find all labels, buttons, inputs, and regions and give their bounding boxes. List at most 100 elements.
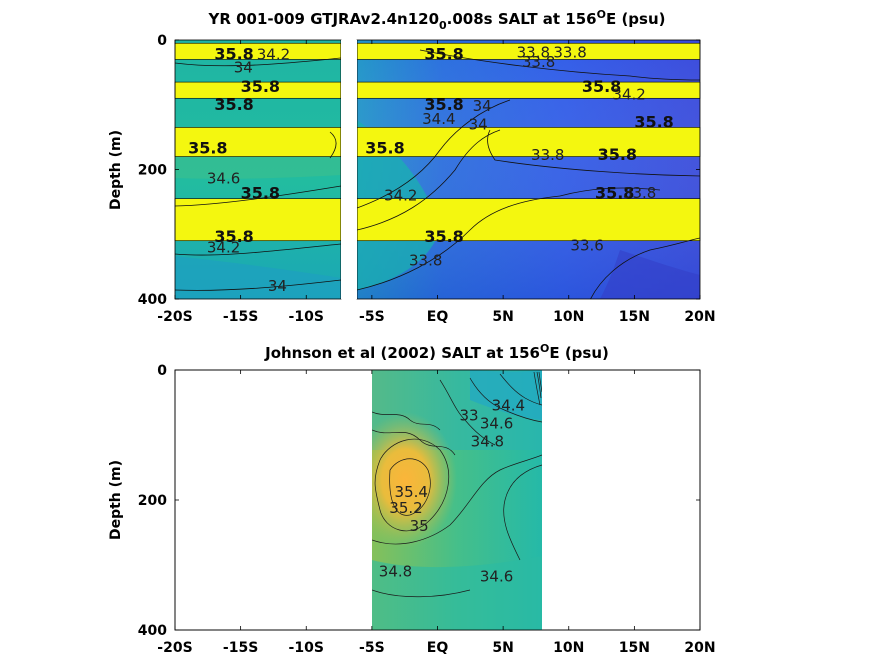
contour-line <box>374 438 450 532</box>
contour-label: 33.8 <box>531 146 564 164</box>
top-contour-lines <box>175 49 700 299</box>
contour-label: 35.8 <box>241 184 280 203</box>
top-contour-labels: 35.8 35.8 35.8 35.8 35.8 35.8 35.8 35.8 35.8 35.8… <box>188 43 674 295</box>
contour-line <box>175 279 341 291</box>
y-tick-label: 0 <box>157 33 167 49</box>
saturated-band <box>356 81 701 99</box>
contour-line <box>372 411 441 431</box>
x-tick-label: 10N <box>553 309 584 325</box>
contour-line <box>357 99 511 209</box>
contour-line <box>590 237 700 299</box>
contour-line <box>175 57 341 67</box>
south-deep-water <box>175 256 341 299</box>
contour-line <box>372 429 456 456</box>
contour-line <box>372 589 471 598</box>
x-tick-label: EQ <box>427 309 449 325</box>
contour-line <box>175 243 341 256</box>
contour-label: 35.8 <box>424 44 463 63</box>
contour-label: 35.8 <box>634 112 673 131</box>
contour-label: 33.8 <box>409 251 442 269</box>
contour-label: 34 <box>268 277 287 295</box>
contour-line <box>175 185 341 207</box>
title-part: Johnson et al (2002) SALT at 156 <box>264 344 540 362</box>
contour-label: 34.4 <box>492 396 525 414</box>
contour-label: 34.6 <box>480 415 513 433</box>
x-tick-label: 20N <box>684 309 715 325</box>
contour-label: 34.6 <box>207 170 240 188</box>
title-part: .008s SALT at 156 <box>447 10 597 28</box>
contour-line <box>469 377 542 423</box>
contour-label: 34.4 <box>422 110 455 128</box>
contour-line <box>536 371 542 399</box>
contour-label: 35.8 <box>365 138 404 157</box>
contour-label: 34.2 <box>384 187 417 205</box>
title-part: O <box>597 8 606 21</box>
contour-label: 35.8 <box>188 138 227 157</box>
contour-label: 35.2 <box>389 499 422 517</box>
data-gap <box>341 40 357 299</box>
contour-label: 35.4 <box>395 483 428 501</box>
bottom-y-axis-label: Depth (m) <box>108 460 124 540</box>
bottom-x-axis: -20S -15S -10S -5S EQ 5N 10N 15N 20N <box>157 370 716 656</box>
contour-label: 34.2 <box>612 86 645 104</box>
contour-label: 35.8 <box>214 44 253 63</box>
contour-label: 34 <box>473 97 492 115</box>
top-panel-title: YR 001-009 GTJRAv2.4n1200.008s SALT at 1… <box>207 8 665 32</box>
title-part: E (psu) <box>606 10 666 28</box>
top-plot-area: 35.8 35.8 35.8 35.8 35.8 35.8 35.8 35.8 35.8 35.8… <box>174 39 701 300</box>
contour-line <box>357 129 501 231</box>
top-y-axis-label: Depth (m) <box>108 130 124 210</box>
y-tick-label: 400 <box>138 292 167 308</box>
title-part: 0 <box>439 19 447 32</box>
contour-label: 35.8 <box>582 77 621 96</box>
contour-label: 33.8 <box>553 43 586 61</box>
x-tick-label: 5N <box>492 640 513 656</box>
x-tick-label: 15N <box>619 640 650 656</box>
x-tick-label: 20N <box>684 640 715 656</box>
contour-label: 35 <box>410 517 429 535</box>
contour-label: 35.8 <box>595 184 634 203</box>
contour-line <box>329 131 337 159</box>
contour-label: 33 <box>459 407 478 425</box>
top-panel: YR 001-009 GTJRAv2.4n1200.008s SALT at 1… <box>108 8 716 325</box>
contour-line <box>503 464 542 561</box>
top-x-axis: -20S -15S -10S -5S EQ 5N 10N 15N 20N <box>157 40 716 325</box>
y-tick-label: 400 <box>138 623 167 639</box>
bottom-y-axis: 0 200 400 <box>138 363 700 639</box>
x-tick-label: -15S <box>223 309 258 325</box>
contour-label: 34.2 <box>257 45 290 63</box>
x-tick-label: EQ <box>427 640 449 656</box>
contour-line <box>559 187 661 197</box>
contour-label: 35.8 <box>424 95 463 114</box>
y-tick-label: 200 <box>138 163 167 179</box>
contour-label: 33.8 <box>517 43 550 61</box>
saturated-band <box>356 198 701 242</box>
contour-line <box>357 195 561 291</box>
bottom-panel: Johnson et al (2002) SALT at 156OE (psu) <box>108 342 716 656</box>
title-part: E (psu) <box>549 344 609 362</box>
obs-fresh-surface <box>470 370 542 420</box>
contour-line <box>538 371 542 393</box>
title-part: YR 001-009 GTJRAv2.4n120 <box>207 10 439 28</box>
contour-label: 34.2 <box>207 238 240 256</box>
contour-label: 34.6 <box>480 567 513 585</box>
x-tick-label: -5S <box>359 309 385 325</box>
title-part: O <box>540 342 549 355</box>
contour-label: 35.8 <box>598 145 637 164</box>
contour-line <box>439 379 496 446</box>
contour-label: 33.8 <box>522 53 555 71</box>
contour-label: 34.8 <box>471 433 504 451</box>
contour-label: 34 <box>469 115 488 133</box>
saturated-band <box>356 127 701 157</box>
x-tick-label: 15N <box>619 309 650 325</box>
saturated-band <box>174 127 342 157</box>
x-tick-label: -20S <box>157 309 192 325</box>
contour-label: 34.8 <box>379 563 412 581</box>
contour-line <box>487 129 700 177</box>
contour-line <box>419 49 700 81</box>
bottom-contour-lines <box>372 371 542 598</box>
y-tick-label: 200 <box>138 493 167 509</box>
contour-label: 34 <box>234 58 253 76</box>
top-y-axis: 0 200 400 <box>138 33 700 308</box>
